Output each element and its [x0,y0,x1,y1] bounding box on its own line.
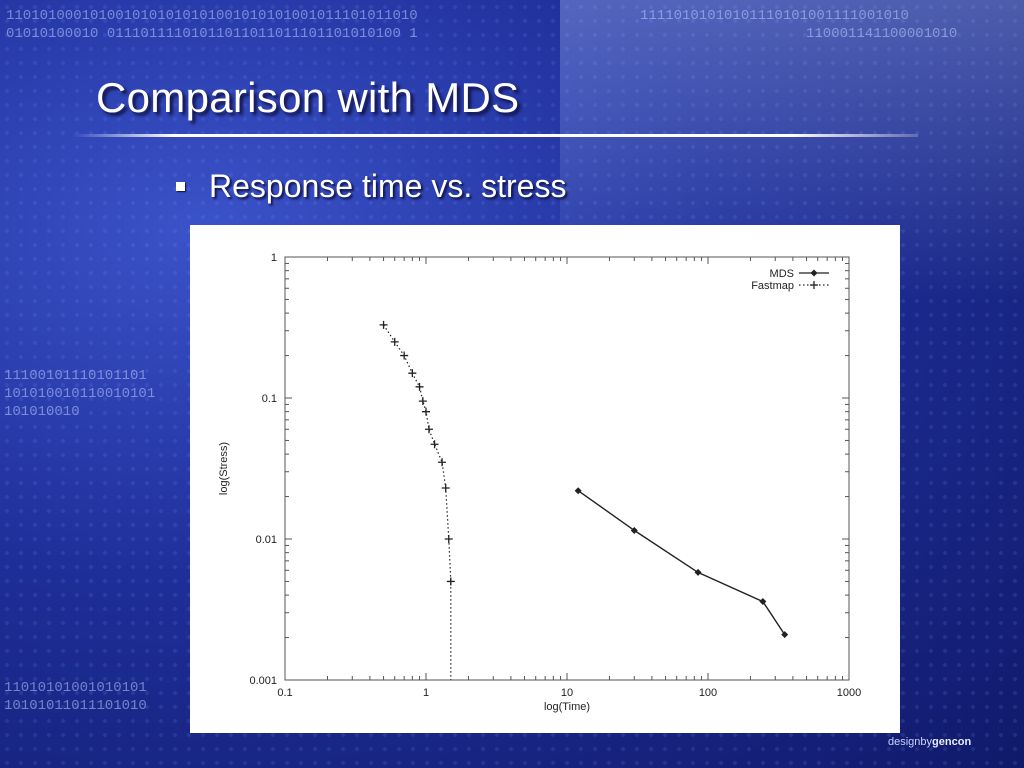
bullet-square-icon [176,182,185,191]
x-tick-label: 0.1 [277,687,292,699]
data-point-fastmap [446,577,455,586]
brand-prefix: designby [888,736,933,748]
y-tick-label: 0.001 [249,675,277,687]
x-tick-label: 1000 [837,687,861,699]
y-tick-label: 0.1 [262,393,277,405]
binary-text: 11010101001010101 [4,680,147,696]
data-point-fastmap [424,425,433,434]
data-point-mds [630,526,638,534]
brand-name: gencon [932,736,972,748]
data-point-fastmap [408,369,417,378]
chart-panel: 0.1 1 10 100 1000 0.001 0.01 0.1 1 log(Time) log(S… [190,225,900,733]
y-tick-label: 1 [271,252,277,264]
data-point-fastmap [418,397,427,406]
data-point-fastmap [441,483,450,492]
data-point-mds [574,487,582,495]
fastmap-series-line [383,324,452,680]
data-point-mds [810,269,818,277]
data-point-fastmap [438,458,447,467]
data-point-fastmap [415,382,424,391]
binary-text: 11100101110101101 [4,368,147,384]
binary-text: 1101010001010010101010101001010101001011… [6,8,418,24]
bullet-text: Response time vs. stress [209,168,567,204]
binary-text: 101010010 [4,404,80,420]
data-point-mds [759,598,767,606]
mds-series-line [577,490,786,635]
data-point-fastmap [430,440,439,449]
data-point-fastmap [444,535,453,543]
data-point-fastmap [390,337,399,346]
binary-text: 101010010110010101 [4,386,156,402]
data-point-mds [781,631,789,639]
data-point-fastmap [422,407,430,416]
legend-label: MDS [770,268,794,280]
bullet-item: Response time vs. stress [176,168,566,205]
binary-text: 110001141100001010 [806,26,958,42]
x-tick-label: 100 [699,687,717,699]
plot-frame [284,256,850,681]
data-point-fastmap [400,351,409,360]
slide-title: Comparison with MDS [96,74,520,121]
data-point-fastmap [379,320,388,329]
x-tick-label: 1 [423,687,429,699]
y-axis-label: log(Stress) [218,442,230,495]
designby-brand: designbygencon [888,736,971,748]
stress-time-chart: 0.1 1 10 100 1000 0.001 0.01 0.1 1 log(Time) log(S… [218,252,861,713]
x-axis-label: log(Time) [544,701,590,713]
legend-label: Fastmap [751,280,794,292]
binary-text: 01010100010 0111011110101101101101110110… [6,26,418,42]
title-underline [72,134,918,137]
data-point-mds [694,568,702,576]
x-tick-label: 10 [561,687,573,699]
y-tick-label: 0.01 [256,534,277,546]
binary-text: 11110101010101110101001111001010 [640,8,909,24]
data-point-fastmap [810,281,818,289]
binary-text: 10101011011101010 [4,698,147,714]
